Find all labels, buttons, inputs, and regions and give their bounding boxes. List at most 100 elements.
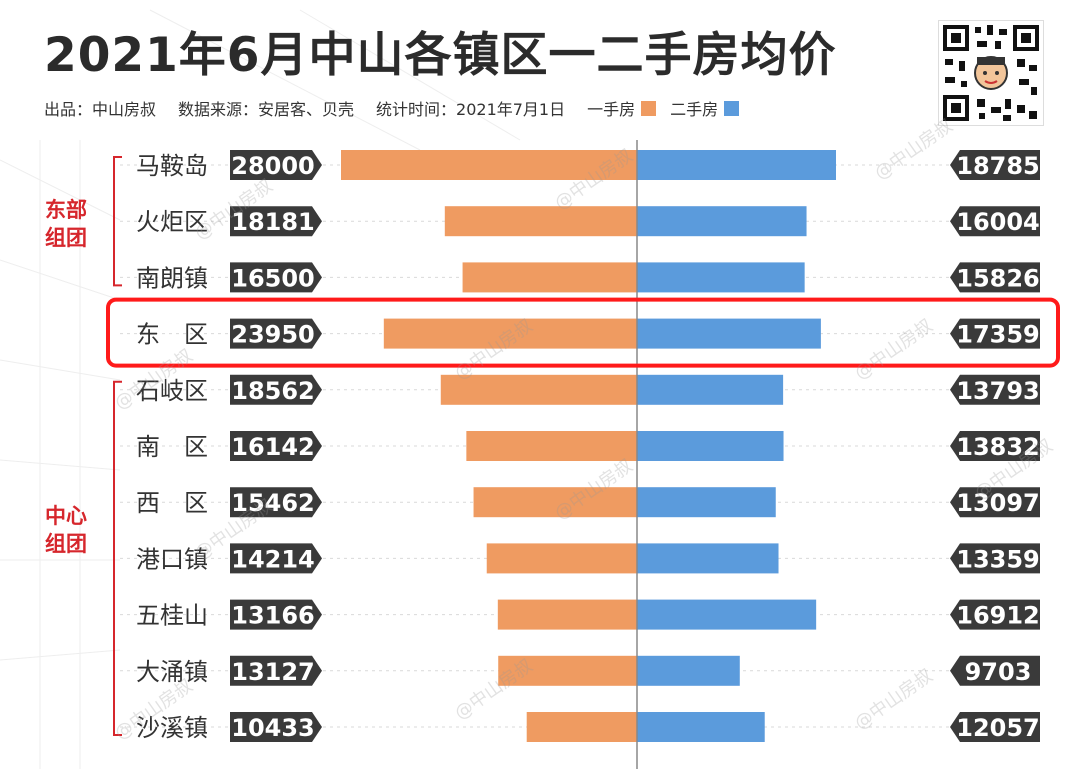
bar-new-house [444, 206, 637, 237]
category-label: 东 区 [136, 321, 208, 349]
value-label-second-hand: 16004 [956, 208, 1040, 236]
category-label: 马鞍岛 [136, 152, 208, 180]
value-tag-new-house [230, 318, 322, 349]
group-label-center-line1: 中心 [45, 504, 87, 528]
bar-second-hand [637, 543, 779, 574]
bar-second-hand [637, 599, 817, 630]
value-label-new-house: 15462 [231, 489, 315, 517]
page-title: 2021年6月中山各镇区一二手房均价 [44, 28, 837, 83]
value-label-second-hand: 13097 [956, 489, 1040, 517]
bar-second-hand [637, 487, 776, 518]
category-label: 西 区 [136, 489, 208, 517]
group-label-east: 东部 组团 [40, 196, 92, 252]
value-label-new-house: 16500 [231, 264, 315, 292]
value-label-second-hand: 13359 [956, 545, 1040, 573]
bar-second-hand [637, 374, 784, 405]
category-label: 火炬区 [136, 208, 208, 236]
legend-new-house-label: 一手房 [587, 100, 636, 119]
bar-new-house [473, 487, 637, 518]
value-tag-new-house [230, 431, 322, 461]
value-tag-second-hand [950, 655, 1040, 686]
value-tag-new-house [230, 543, 322, 574]
bar-new-house [383, 318, 637, 349]
bar-new-house [440, 374, 637, 405]
value-label-second-hand: 13832 [956, 433, 1040, 461]
legend-second-hand-label: 二手房 [670, 100, 719, 119]
value-tag-second-hand [950, 431, 1040, 461]
category-label: 南 区 [136, 433, 208, 461]
bar-second-hand [637, 318, 821, 349]
legend-new-house-swatch [641, 100, 657, 116]
value-tag-new-house [230, 206, 322, 237]
category-label: 南朗镇 [136, 264, 208, 292]
value-label-new-house: 23950 [231, 321, 315, 349]
value-label-new-house: 10433 [231, 714, 315, 742]
category-label: 石岐区 [136, 377, 208, 405]
bar-new-house [498, 655, 637, 686]
value-label-new-house: 28000 [231, 152, 315, 180]
group-label-east-line1: 东部 [45, 198, 87, 222]
value-tag-new-house [230, 374, 322, 405]
value-tag-new-house [230, 262, 322, 293]
value-label-second-hand: 17359 [956, 321, 1040, 349]
value-tag-second-hand [950, 318, 1040, 349]
value-tag-new-house [230, 599, 322, 630]
highlight-box [106, 297, 1060, 368]
bar-new-house [526, 712, 637, 742]
value-tag-new-house [230, 150, 322, 180]
bar-second-hand [637, 150, 836, 180]
value-label-new-house: 16142 [231, 433, 315, 461]
value-label-second-hand: 9703 [965, 658, 1032, 686]
bar-new-house [486, 543, 637, 574]
bar-second-hand [637, 431, 784, 461]
qr-code-icon[interactable] [938, 20, 1044, 126]
value-label-second-hand: 16912 [956, 602, 1040, 630]
value-label-new-house: 18562 [231, 377, 315, 405]
source-text: 出品：中山房叔 [44, 100, 157, 119]
group-label-center: 中心 组团 [40, 502, 92, 558]
bar-second-hand [637, 655, 740, 686]
value-label-second-hand: 18785 [956, 152, 1040, 180]
category-label: 五桂山 [136, 602, 208, 630]
value-tag-new-house [230, 712, 322, 742]
value-tag-second-hand [950, 487, 1040, 518]
legend-second-hand: 二手房 [670, 96, 740, 120]
data-source-text: 数据来源：安居客、贝壳 [178, 100, 355, 119]
value-tag-second-hand [950, 262, 1040, 293]
value-label-new-house: 13127 [231, 658, 315, 686]
group-bracket-center [113, 380, 122, 736]
value-tag-new-house [230, 655, 322, 686]
group-label-east-line2: 组团 [45, 226, 87, 250]
watermark-text: @中山房叔 [451, 655, 537, 724]
bar-new-house [466, 431, 637, 461]
value-tag-second-hand [950, 712, 1040, 742]
group-label-center-line2: 组团 [45, 532, 87, 556]
value-tag-new-house [230, 487, 322, 518]
subtitle-bar: 出品：中山房叔 数据来源：安居客、贝壳 统计时间：2021年7月1日 一手房 二… [44, 96, 753, 120]
value-label-new-house: 18181 [231, 208, 315, 236]
legend-new-house: 一手房 [587, 96, 657, 120]
bar-new-house [497, 599, 637, 630]
value-label-second-hand: 13793 [956, 377, 1040, 405]
bar-second-hand [637, 712, 765, 742]
stat-time-text: 统计时间：2021年7月1日 [376, 100, 566, 119]
bar-new-house [341, 150, 637, 180]
watermark-text: @中山房叔 [851, 315, 937, 384]
value-tag-second-hand [950, 150, 1040, 180]
value-label-second-hand: 12057 [956, 714, 1040, 742]
bar-second-hand [637, 206, 807, 237]
value-label-new-house: 14214 [231, 545, 315, 573]
watermark-text: @中山房叔 [871, 115, 957, 184]
value-tag-second-hand [950, 599, 1040, 630]
category-label: 大涌镇 [136, 658, 208, 686]
value-label-new-house: 13166 [231, 602, 315, 630]
bar-second-hand [637, 262, 805, 293]
category-label: 沙溪镇 [136, 714, 208, 742]
bar-new-house [462, 262, 637, 293]
watermark-text: @中山房叔 [851, 665, 937, 734]
group-bracket-east [113, 156, 122, 287]
value-tag-second-hand [950, 374, 1040, 405]
value-tag-second-hand [950, 543, 1040, 574]
